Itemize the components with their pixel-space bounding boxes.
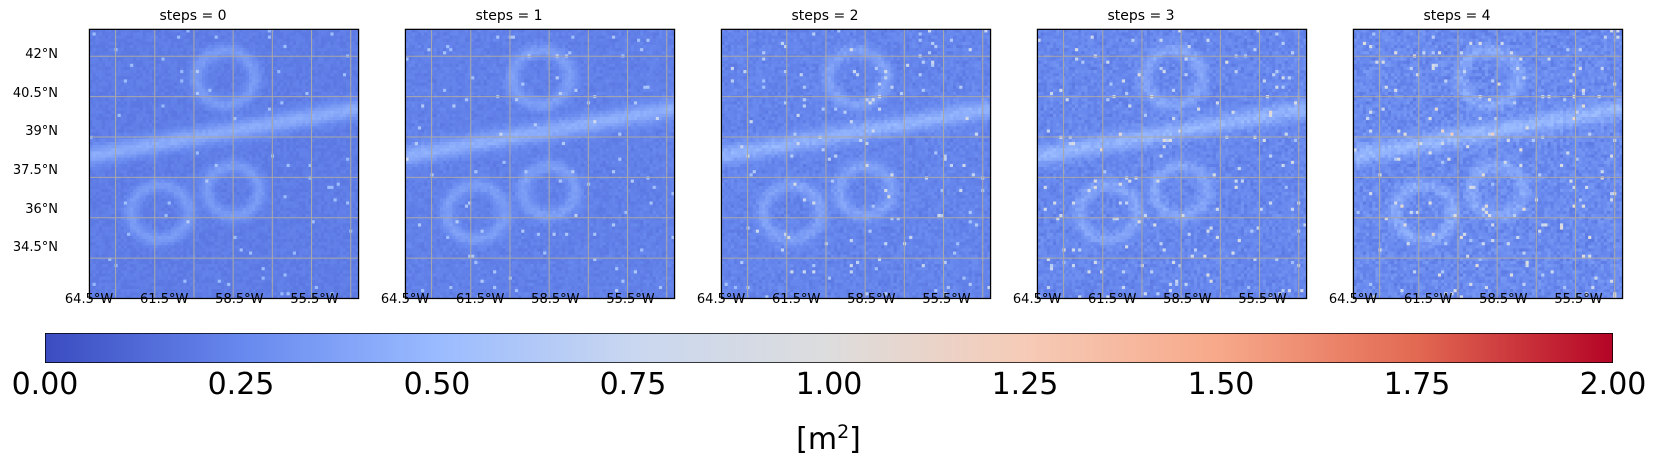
lon-tick-label: 55.5°W	[269, 293, 359, 307]
map-heatmap	[1352, 28, 1624, 300]
lon-tick-label: 55.5°W	[901, 293, 991, 307]
map-frame	[720, 28, 992, 300]
map-heatmap	[720, 28, 992, 300]
heatmap-cells	[1037, 29, 1307, 299]
lat-tick-label: 40.5°N	[0, 86, 58, 101]
panel-title: steps = 0	[64, 8, 322, 24]
lat-tick-label: 39°N	[0, 125, 58, 139]
colorbar-tick-label: 1.25	[965, 368, 1085, 402]
colorbar-unit-label: [m2]	[0, 412, 1657, 460]
colorbar-tick-label: 1.50	[1161, 368, 1281, 402]
lon-tick-label: 58.5°W	[510, 293, 600, 307]
colorbar-tick-label: 0.75	[573, 368, 693, 402]
map-panel-2: steps = 2 64.5°W 61.5°W 58.5°W 55.5°W	[686, 8, 1006, 318]
colorbar-tick-label: 0.25	[181, 368, 301, 402]
heatmap-cells	[1353, 29, 1623, 299]
lon-tick-label: 64.5°W	[676, 293, 766, 307]
map-panel-1: steps = 1 64.5°W 61.5°W 58.5°W 55.5°W	[370, 8, 690, 318]
heatmap-cells	[405, 29, 675, 299]
panel-title: steps = 1	[380, 8, 638, 24]
lon-tick-label: 61.5°W	[1067, 293, 1157, 307]
lon-tick-label: 64.5°W	[1308, 293, 1398, 307]
lon-tick-label: 58.5°W	[1142, 293, 1232, 307]
panel-title: steps = 4	[1328, 8, 1586, 24]
lon-tick-label: 55.5°W	[585, 293, 675, 307]
colorbar-tick-label: 1.75	[1357, 368, 1477, 402]
lon-tick-label: 58.5°W	[194, 293, 284, 307]
colorbar: 0.00 0.25 0.50 0.75 1.00 1.25 1.50 1.75 2.00 [m2…	[0, 320, 1657, 462]
lat-tick-label: 36°N	[0, 202, 58, 217]
lon-tick-label: 61.5°W	[751, 293, 841, 307]
lon-tick-label: 55.5°W	[1217, 293, 1307, 307]
lon-tick-label: 58.5°W	[1458, 293, 1548, 307]
lon-tick-label: 61.5°W	[435, 293, 525, 307]
map-heatmap	[404, 28, 676, 300]
panel-title: steps = 2	[696, 8, 954, 24]
panel-title: steps = 3	[1012, 8, 1270, 24]
lon-tick-label: 61.5°W	[1383, 293, 1473, 307]
lat-tick-label: 37.5°N	[0, 163, 58, 178]
lon-tick-label: 64.5°W	[360, 293, 450, 307]
lat-tick-label: 34.5°N	[0, 241, 58, 255]
lon-tick-label: 64.5°W	[44, 293, 134, 307]
map-panel-0: steps = 0 42°N 40.5°N 39°N 37.5°N 36°N 34.5°N 6…	[13, 8, 374, 318]
lon-tick-label: 61.5°W	[119, 293, 209, 307]
colorbar-tick-label: 0.50	[377, 368, 497, 402]
map-panel-4: steps = 4 64.5°W 61.5°W 58.5°W 55.5°W	[1318, 8, 1638, 318]
lon-tick-label: 64.5°W	[992, 293, 1082, 307]
colorbar-tick-label: 2.00	[1553, 368, 1657, 402]
map-heatmap	[1036, 28, 1308, 300]
map-frame	[88, 28, 360, 300]
lon-tick-label: 58.5°W	[826, 293, 916, 307]
map-heatmap	[88, 28, 360, 300]
map-frame	[1352, 28, 1624, 300]
colorbar-tick-label: 0.00	[0, 368, 105, 402]
colorbar-tick-label: 1.00	[769, 368, 889, 402]
lat-tick-label: 42°N	[0, 47, 58, 62]
lon-tick-label: 55.5°W	[1533, 293, 1623, 307]
map-frame	[404, 28, 676, 300]
colorbar-gradient	[45, 333, 1613, 363]
map-panel-3: steps = 3 64.5°W 61.5°W 58.5°W 55.5°W	[1002, 8, 1322, 318]
map-frame	[1036, 28, 1308, 300]
